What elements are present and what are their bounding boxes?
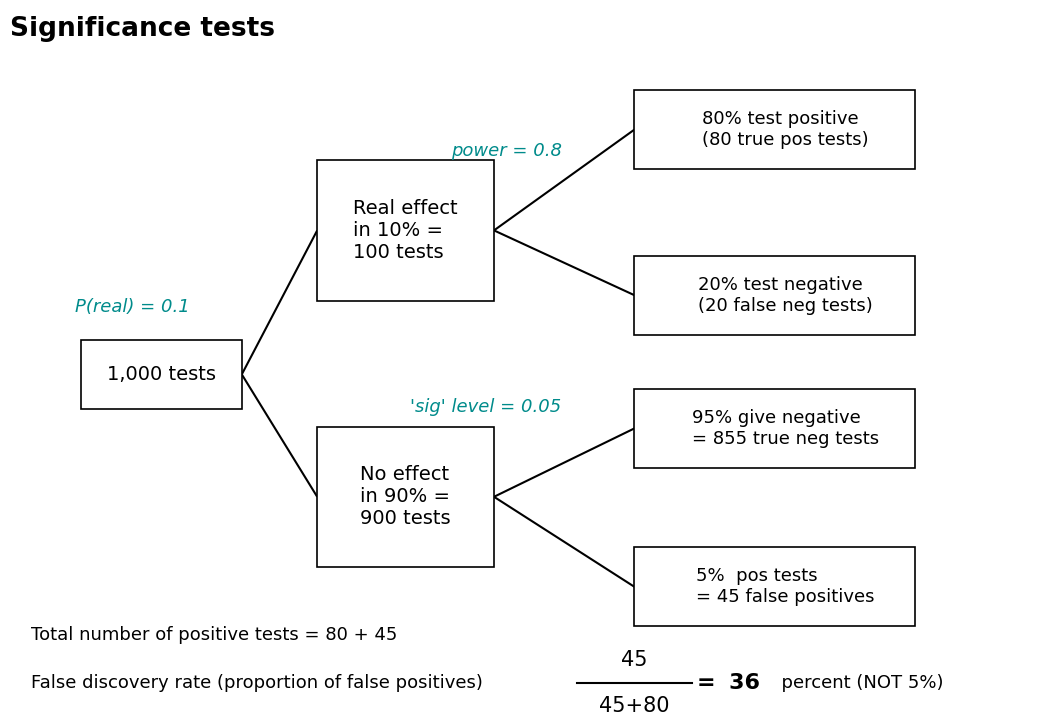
Text: 1,000 tests: 1,000 tests: [107, 365, 215, 384]
Text: 45+80: 45+80: [599, 696, 670, 716]
Text: =   36: = 36: [697, 672, 760, 693]
Text: P(real) = 0.1: P(real) = 0.1: [75, 299, 189, 317]
Text: No effect
in 90% =
900 tests: No effect in 90% = 900 tests: [360, 465, 451, 528]
Text: power = 0.8: power = 0.8: [450, 142, 562, 160]
Text: 5%  pos tests
= 45 false positives: 5% pos tests = 45 false positives: [696, 567, 875, 606]
Text: percent (NOT 5%): percent (NOT 5%): [770, 674, 943, 691]
Text: 20% test negative
(20 false neg tests): 20% test negative (20 false neg tests): [698, 276, 873, 315]
FancyBboxPatch shape: [634, 389, 915, 468]
Text: 80% test positive
(80 true pos tests): 80% test positive (80 true pos tests): [702, 110, 868, 149]
Text: 95% give negative
= 855 true neg tests: 95% give negative = 855 true neg tests: [692, 409, 879, 448]
FancyBboxPatch shape: [81, 341, 241, 409]
Text: 'sig' level = 0.05: 'sig' level = 0.05: [411, 397, 562, 416]
Text: Real effect
in 10% =
100 tests: Real effect in 10% = 100 tests: [354, 199, 458, 262]
FancyBboxPatch shape: [317, 160, 494, 301]
Text: Total number of positive tests = 80 + 45: Total number of positive tests = 80 + 45: [31, 626, 397, 644]
FancyBboxPatch shape: [634, 547, 915, 626]
FancyBboxPatch shape: [317, 426, 494, 567]
Text: 45: 45: [621, 649, 648, 670]
FancyBboxPatch shape: [634, 90, 915, 169]
Text: False discovery rate (proportion of false positives): False discovery rate (proportion of fals…: [31, 674, 483, 691]
Text: Significance tests: Significance tests: [10, 16, 276, 42]
FancyBboxPatch shape: [634, 256, 915, 335]
